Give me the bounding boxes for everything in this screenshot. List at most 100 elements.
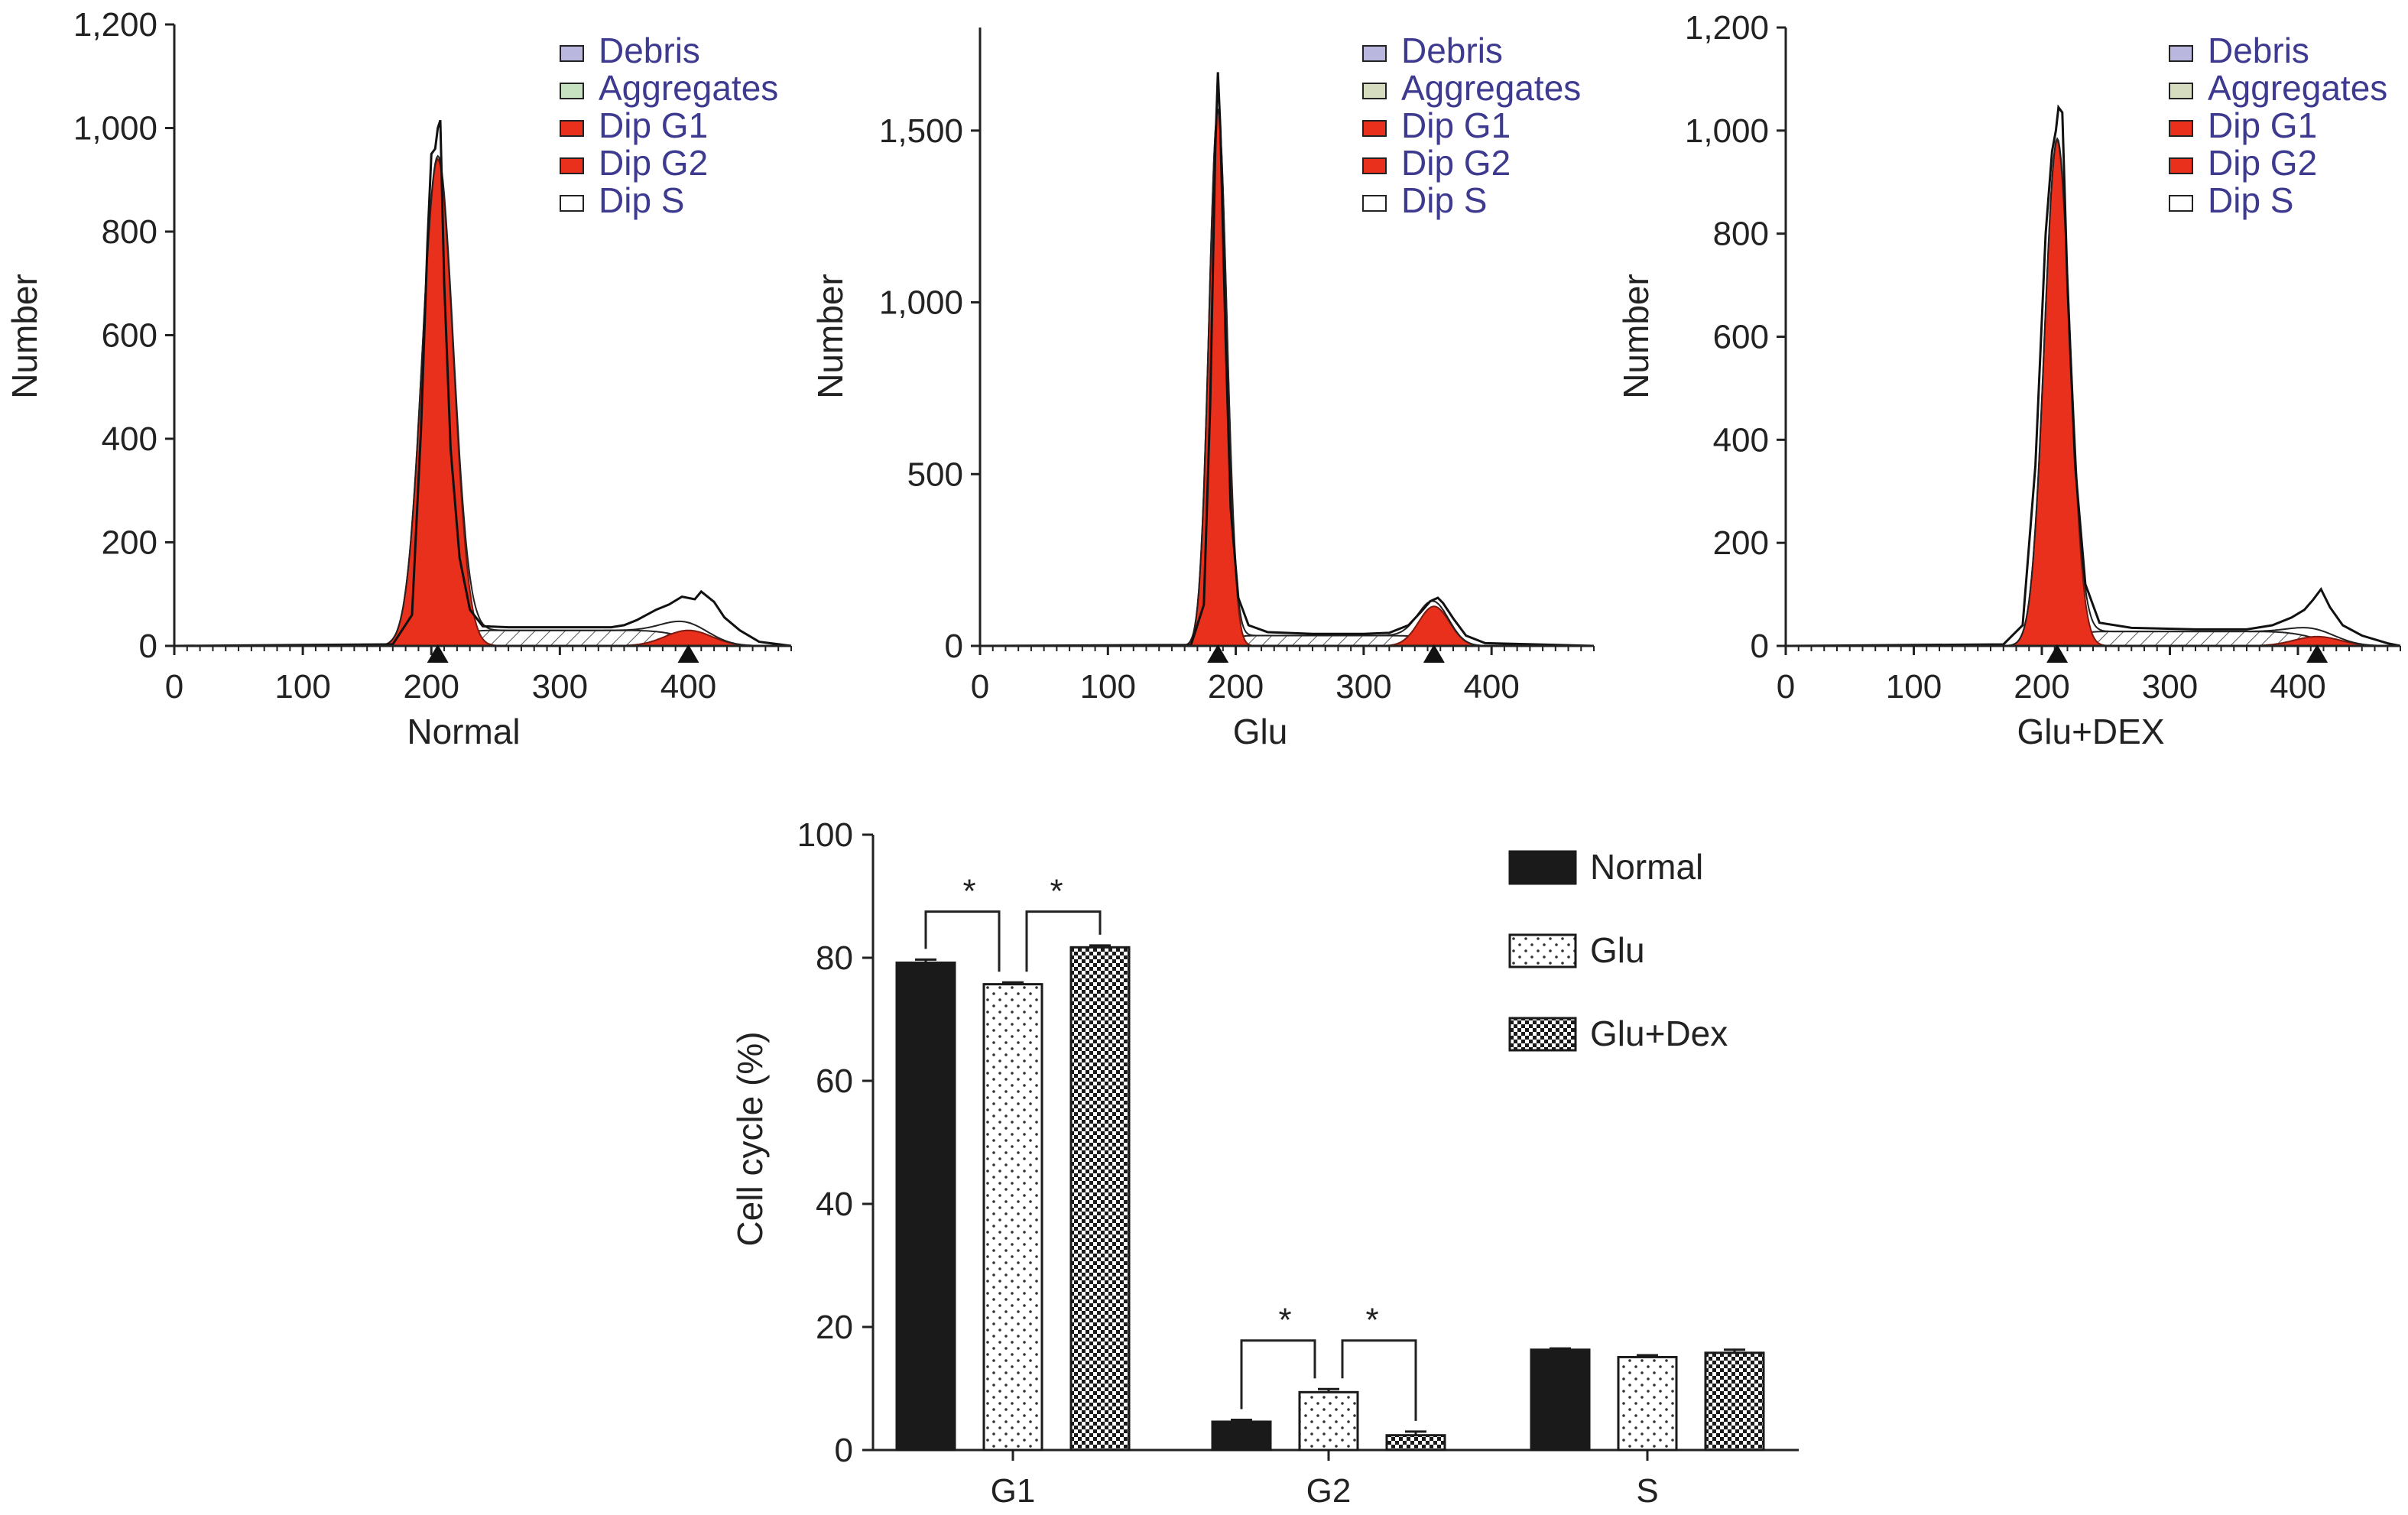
peak-marker <box>2046 644 2069 663</box>
x-tick-label: 400 <box>660 668 716 706</box>
dip-g1-area <box>1786 139 2400 647</box>
legend-swatch-aggregates <box>560 83 584 99</box>
dip-g1-area <box>174 157 791 647</box>
x-axis-title: Normal <box>407 712 520 751</box>
y-tick-label: 200 <box>1713 524 1769 562</box>
bar-legend-swatch-glu <box>1508 933 1577 968</box>
legend-swatch-dip-s <box>1362 195 1387 212</box>
significance-star: * <box>962 873 975 910</box>
y-tick-label: 1,500 <box>879 112 963 150</box>
x-tick-label: 300 <box>532 668 588 706</box>
y-tick-label: 800 <box>1713 216 1769 253</box>
x-tick-label: 200 <box>404 668 459 706</box>
bar-legend-label-glu-dex: Glu+Dex <box>1590 1014 1728 1053</box>
x-tick-label: 400 <box>2270 668 2325 706</box>
peak-marker <box>427 644 449 663</box>
y-tick-label: 1,000 <box>1685 112 1769 150</box>
bar-glu-dex-s <box>1704 1351 1765 1452</box>
y-tick-label: 500 <box>907 456 963 493</box>
significance-bracket <box>1341 1339 1417 1421</box>
bar-legend-swatch-glu-dex <box>1508 1017 1577 1052</box>
legend-label-dip-s: Dip S <box>1401 180 1487 220</box>
legend-swatch-debris <box>560 45 584 62</box>
histogram-line <box>174 119 792 647</box>
x-tick-label: 0 <box>165 668 183 706</box>
significance-bracket <box>924 910 1001 972</box>
histogram-glu: 0 100 200 300 400 0 500 1,000 1,500 Glu Number Debr… <box>810 28 1595 751</box>
legend-label-dip-s: Dip S <box>599 180 684 220</box>
bar-normal-g1 <box>895 961 956 1452</box>
y-tick-label: 1,200 <box>1685 9 1769 47</box>
y-tick-label: 0 <box>139 628 157 665</box>
bar-y-tick-label: 100 <box>797 816 853 854</box>
x-tick-label: 100 <box>274 668 330 706</box>
legend-swatch-debris <box>2169 45 2193 62</box>
y-tick-label: 1,000 <box>879 284 963 322</box>
x-axis-title: Glu <box>1233 712 1288 751</box>
legend-label-aggregates: Aggregates <box>599 68 778 108</box>
x-tick-label: 400 <box>1463 668 1519 706</box>
legend-label-debris: Debris <box>1401 31 1503 70</box>
legend-label-debris: Debris <box>599 31 700 70</box>
legend-swatch-aggregates <box>1362 83 1387 99</box>
bar-glu-dex-g2 <box>1385 1434 1446 1452</box>
bar-y-tick-label: 0 <box>835 1432 853 1469</box>
y-tick-label: 400 <box>102 420 157 458</box>
y-tick-label: 1,200 <box>73 6 157 44</box>
histogram-normal: 0 100 200 300 400 0 200 400 600 800 1,000 1,200 Norm… <box>5 6 792 751</box>
x-axis-title: Glu+DEX <box>2017 712 2164 751</box>
x-tick-label: 200 <box>1208 668 1264 706</box>
x-tick-label: 0 <box>1777 668 1795 706</box>
bar-x-tick-label-s: S <box>1636 1472 1658 1510</box>
legend-swatch-aggregates <box>2169 83 2193 99</box>
x-tick-label: 0 <box>971 668 989 706</box>
legend-label-dip-g2: Dip G2 <box>599 143 708 183</box>
model-fit-line <box>1786 137 2400 647</box>
bar-glu-g2 <box>1298 1390 1359 1452</box>
bar-y-tick-label: 60 <box>816 1062 853 1100</box>
x-tick-label: 300 <box>2142 668 2198 706</box>
legend-label-dip-g1: Dip G1 <box>2208 105 2317 145</box>
legend-label-dip-s: Dip S <box>2208 180 2293 220</box>
x-tick-label: 300 <box>1335 668 1391 706</box>
histogram-glu-dex: 0 100 200 300 400 0 200 400 600 800 1,000 1,200 Glu+… <box>1616 9 2401 751</box>
bar-legend-swatch-normal <box>1508 850 1577 885</box>
bar-x-tick-label-g1: G1 <box>991 1472 1036 1510</box>
bar-normal-s <box>1530 1348 1591 1452</box>
bar-y-tick-label: 40 <box>816 1186 853 1223</box>
bar-glu-s <box>1617 1355 1678 1452</box>
y-axis-title: Number <box>810 274 850 399</box>
x-tick-label: 100 <box>1886 668 1942 706</box>
legend-label-debris: Debris <box>2208 31 2309 70</box>
bar-y-tick-label: 80 <box>816 939 853 977</box>
legend-label-aggregates: Aggregates <box>1401 68 1581 108</box>
bar-y-axis-title: Cell cycle (%) <box>730 1031 770 1246</box>
legend-swatch-dip-g1 <box>2169 120 2193 137</box>
histogram-line <box>1785 104 2401 647</box>
legend-swatch-dip-g1 <box>560 120 584 137</box>
x-tick-label: 100 <box>1080 668 1136 706</box>
bar-legend-label-glu: Glu <box>1590 930 1645 970</box>
significance-bracket <box>1025 910 1102 972</box>
legend-label-aggregates: Aggregates <box>2208 68 2387 108</box>
y-tick-label: 0 <box>945 628 963 665</box>
y-axis-title: Number <box>5 274 44 399</box>
y-axis-title: Number <box>1616 274 1656 399</box>
histogram-line <box>979 72 1595 647</box>
bar-normal-g2 <box>1211 1420 1272 1452</box>
y-tick-label: 400 <box>1713 421 1769 459</box>
y-tick-label: 200 <box>102 524 157 562</box>
bar-glu-g1 <box>982 983 1043 1452</box>
legend-swatch-dip-s <box>560 195 584 212</box>
peak-marker <box>2306 644 2328 663</box>
y-tick-label: 1,000 <box>73 110 157 148</box>
y-tick-label: 600 <box>102 317 157 355</box>
significance-star: * <box>1278 1302 1291 1339</box>
legend-label-dip-g2: Dip G2 <box>1401 143 1511 183</box>
bar-glu-dex-g1 <box>1069 946 1131 1452</box>
dip-g1-area <box>980 109 1594 647</box>
bar-x-tick-label-g2: G2 <box>1306 1472 1352 1510</box>
legend-swatch-dip-s <box>2169 195 2193 212</box>
legend-swatch-dip-g2 <box>560 157 584 174</box>
significance-star: * <box>1365 1302 1378 1339</box>
